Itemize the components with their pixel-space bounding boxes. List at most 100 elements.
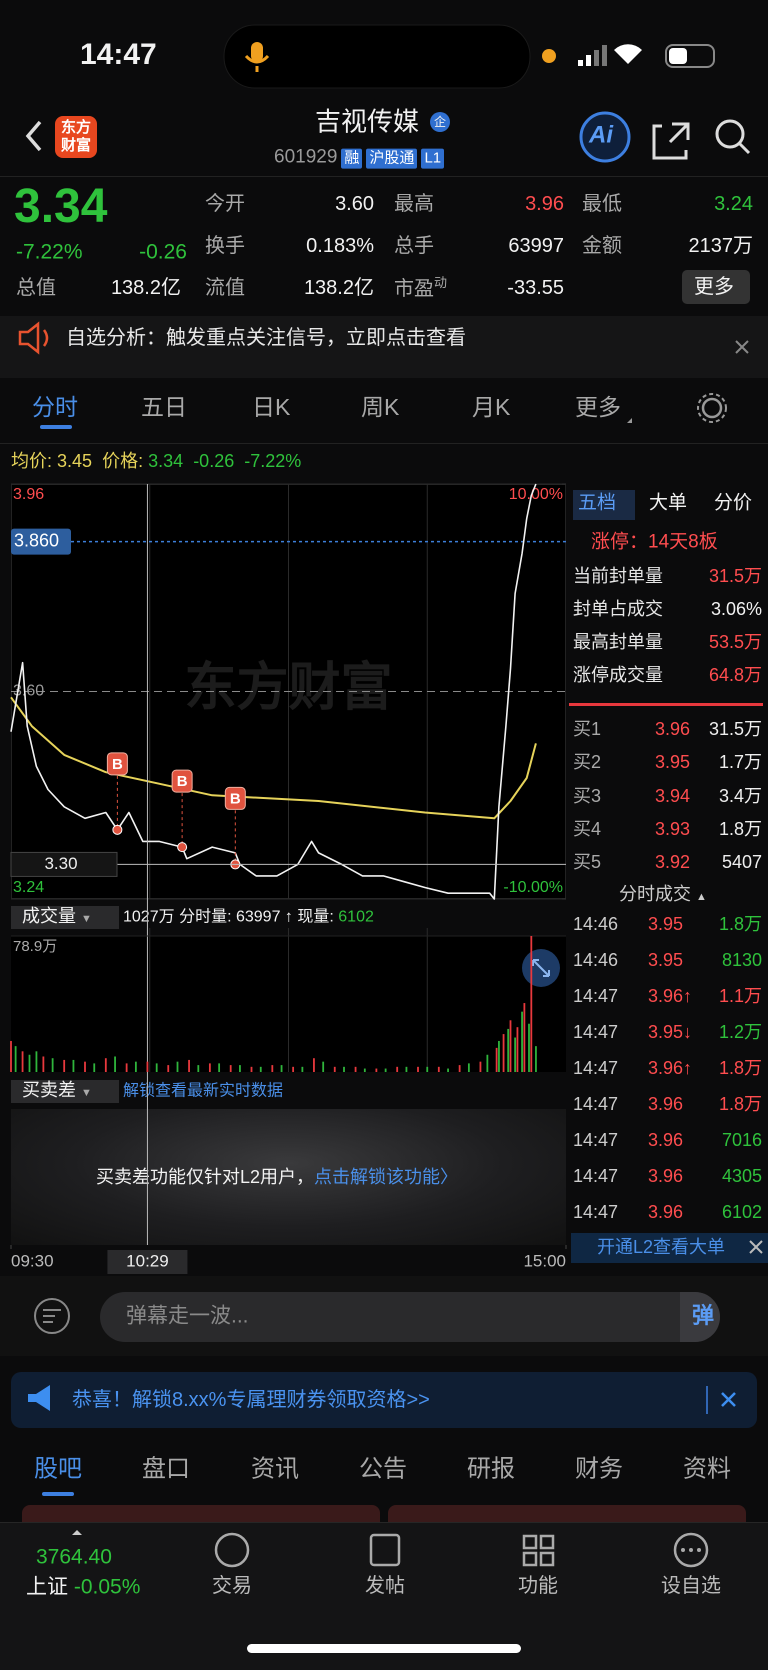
mic-icon — [244, 54, 270, 72]
index-line[interactable]: 上证 -0.05% — [26, 1574, 140, 1599]
side-stat-value: 3.06% — [710, 599, 762, 620]
expand-icon[interactable] — [532, 959, 550, 977]
function-icon[interactable] — [522, 1534, 555, 1567]
settings-icon[interactable] — [701, 397, 723, 419]
bid-label: 买2 — [573, 752, 602, 773]
comment-placeholder[interactable]: 弹幕走一波... — [126, 1304, 249, 1328]
trade-price: 3.96 — [648, 1130, 684, 1151]
bottom-tab[interactable]: 财务 — [575, 1455, 623, 1483]
danmaku-icon[interactable] — [34, 1298, 70, 1334]
trade-time: 14:47 — [573, 1202, 619, 1223]
bottom-tab[interactable]: 盘口 — [142, 1455, 190, 1483]
trade-volume: 4305 — [721, 1166, 762, 1187]
chart-tab[interactable]: 月K — [472, 394, 511, 421]
side-stat-label: 当前封单量 — [573, 566, 663, 587]
stat-value: 63997 — [508, 235, 564, 257]
bottom-tab[interactable]: 股吧 — [34, 1455, 82, 1483]
notice-link[interactable]: 点击解锁该功能〉 — [314, 1167, 459, 1188]
chart-tab[interactable]: 周K — [361, 394, 400, 421]
stat-label: 金额 — [582, 235, 622, 257]
status-time: 14:47 — [80, 38, 157, 71]
bottom-tab[interactable]: 资料 — [683, 1455, 731, 1483]
more-button-label[interactable]: 更多 — [694, 276, 734, 298]
trades-title[interactable]: 分时成交 ▲ — [619, 884, 707, 906]
locked-panel[interactable] — [11, 1109, 566, 1245]
price: 3.34 — [14, 180, 108, 234]
nav-item[interactable]: 交易 — [212, 1575, 252, 1597]
l2-banner[interactable]: 开通L2查看大单 — [597, 1237, 726, 1258]
side-tab[interactable]: 大单 — [649, 492, 688, 514]
search-icon[interactable] — [715, 119, 745, 149]
comment-button-bg[interactable] — [680, 1292, 720, 1342]
chart-tab[interactable]: 更多 — [575, 394, 621, 421]
nav-item[interactable]: 设自选 — [661, 1575, 721, 1597]
more-button[interactable] — [682, 270, 750, 304]
mic-icon — [251, 42, 263, 62]
nav-item[interactable]: 发帖 — [365, 1575, 405, 1597]
bottom-tab[interactable]: 资讯 — [251, 1455, 299, 1483]
close-icon[interactable] — [735, 340, 749, 354]
stock-title: 吉视传媒 — [315, 106, 420, 137]
nav-item[interactable]: 功能 — [518, 1575, 558, 1597]
megaphone-icon — [28, 1385, 50, 1411]
volume-selector-bg[interactable] — [11, 906, 119, 929]
spread-selector[interactable]: 买卖差 ▼ — [22, 1080, 92, 1102]
side-tab[interactable]: 五档 — [578, 492, 617, 514]
close-icon[interactable] — [749, 1240, 763, 1254]
change-pct-value: -7.22% — [244, 451, 302, 472]
index-value[interactable]: 3764.40 — [36, 1545, 112, 1569]
home-indicator — [247, 1644, 521, 1653]
chart-tab[interactable]: 日K — [252, 394, 291, 421]
bid-volume: 5407 — [721, 852, 762, 873]
unlock-link[interactable]: 解锁查看最新实时数据 — [123, 1082, 284, 1100]
back-icon[interactable] — [25, 120, 42, 152]
change-value: -0.26 — [193, 451, 235, 472]
volume-selector[interactable]: 成交量 ▼ — [22, 906, 92, 928]
settings-icon[interactable] — [697, 393, 727, 423]
stat-label-text: 市盈 — [394, 277, 434, 300]
side-tab[interactable]: 分价 — [714, 492, 753, 514]
change-pct: -7.22% — [16, 240, 83, 264]
comment-button[interactable]: 弹 — [692, 1302, 715, 1328]
watchlist-icon[interactable] — [673, 1532, 709, 1568]
stat-label: 总值 — [16, 277, 56, 299]
side-stat-value: 53.5万 — [708, 632, 762, 653]
info-line: 均价: 3.45 价格: 3.34 -0.26 -7.22% — [11, 451, 301, 473]
card-peek — [22, 1505, 380, 1523]
promo-bg[interactable] — [11, 1372, 757, 1428]
spread-selector-bg[interactable] — [11, 1080, 119, 1103]
stat-label: 流值 — [205, 277, 245, 299]
bid-price: 3.94 — [654, 785, 690, 806]
price-value: 3.34 — [148, 451, 184, 472]
code: 601929 — [274, 146, 338, 168]
stat-value: 138.2亿 — [110, 277, 181, 299]
ai-label[interactable]: Ai — [589, 121, 613, 149]
post-icon[interactable] — [369, 1533, 401, 1567]
title-text: 分时成交 — [619, 884, 691, 905]
close-icon[interactable] — [721, 1392, 736, 1407]
chart-tab[interactable]: 分时 — [32, 394, 78, 421]
badge: 融 — [341, 148, 363, 169]
trade-time: 14:47 — [573, 1058, 619, 1079]
side-stat-label: 封单占成交 — [573, 599, 663, 620]
chart-tab[interactable]: 五日 — [141, 394, 187, 421]
l2-banner-bg[interactable] — [571, 1233, 768, 1263]
promo-text[interactable]: 恭喜！解锁8.xx%专属理财券领取资格>> — [72, 1389, 430, 1411]
share-icon[interactable] — [652, 122, 690, 160]
bid-price: 3.92 — [654, 852, 690, 873]
bottom-tab[interactable]: 公告 — [359, 1455, 407, 1483]
bid-label: 买4 — [573, 819, 602, 840]
trade-icon[interactable] — [214, 1532, 250, 1568]
search-icon[interactable] — [738, 142, 751, 155]
notice-bg — [0, 316, 768, 378]
bottom-tab[interactable]: 研报 — [467, 1455, 515, 1483]
stat-label-sup: 动 — [434, 275, 448, 291]
stat-value: 3.60 — [335, 193, 374, 215]
notice-text[interactable]: 自选分析：触发重点关注信号，立即点击查看 — [66, 327, 466, 349]
tab-underline — [42, 1492, 74, 1496]
recording-dot — [542, 49, 556, 63]
ai-button[interactable] — [579, 111, 631, 163]
caret: ▼ — [81, 913, 92, 926]
comment-input[interactable] — [100, 1292, 720, 1342]
